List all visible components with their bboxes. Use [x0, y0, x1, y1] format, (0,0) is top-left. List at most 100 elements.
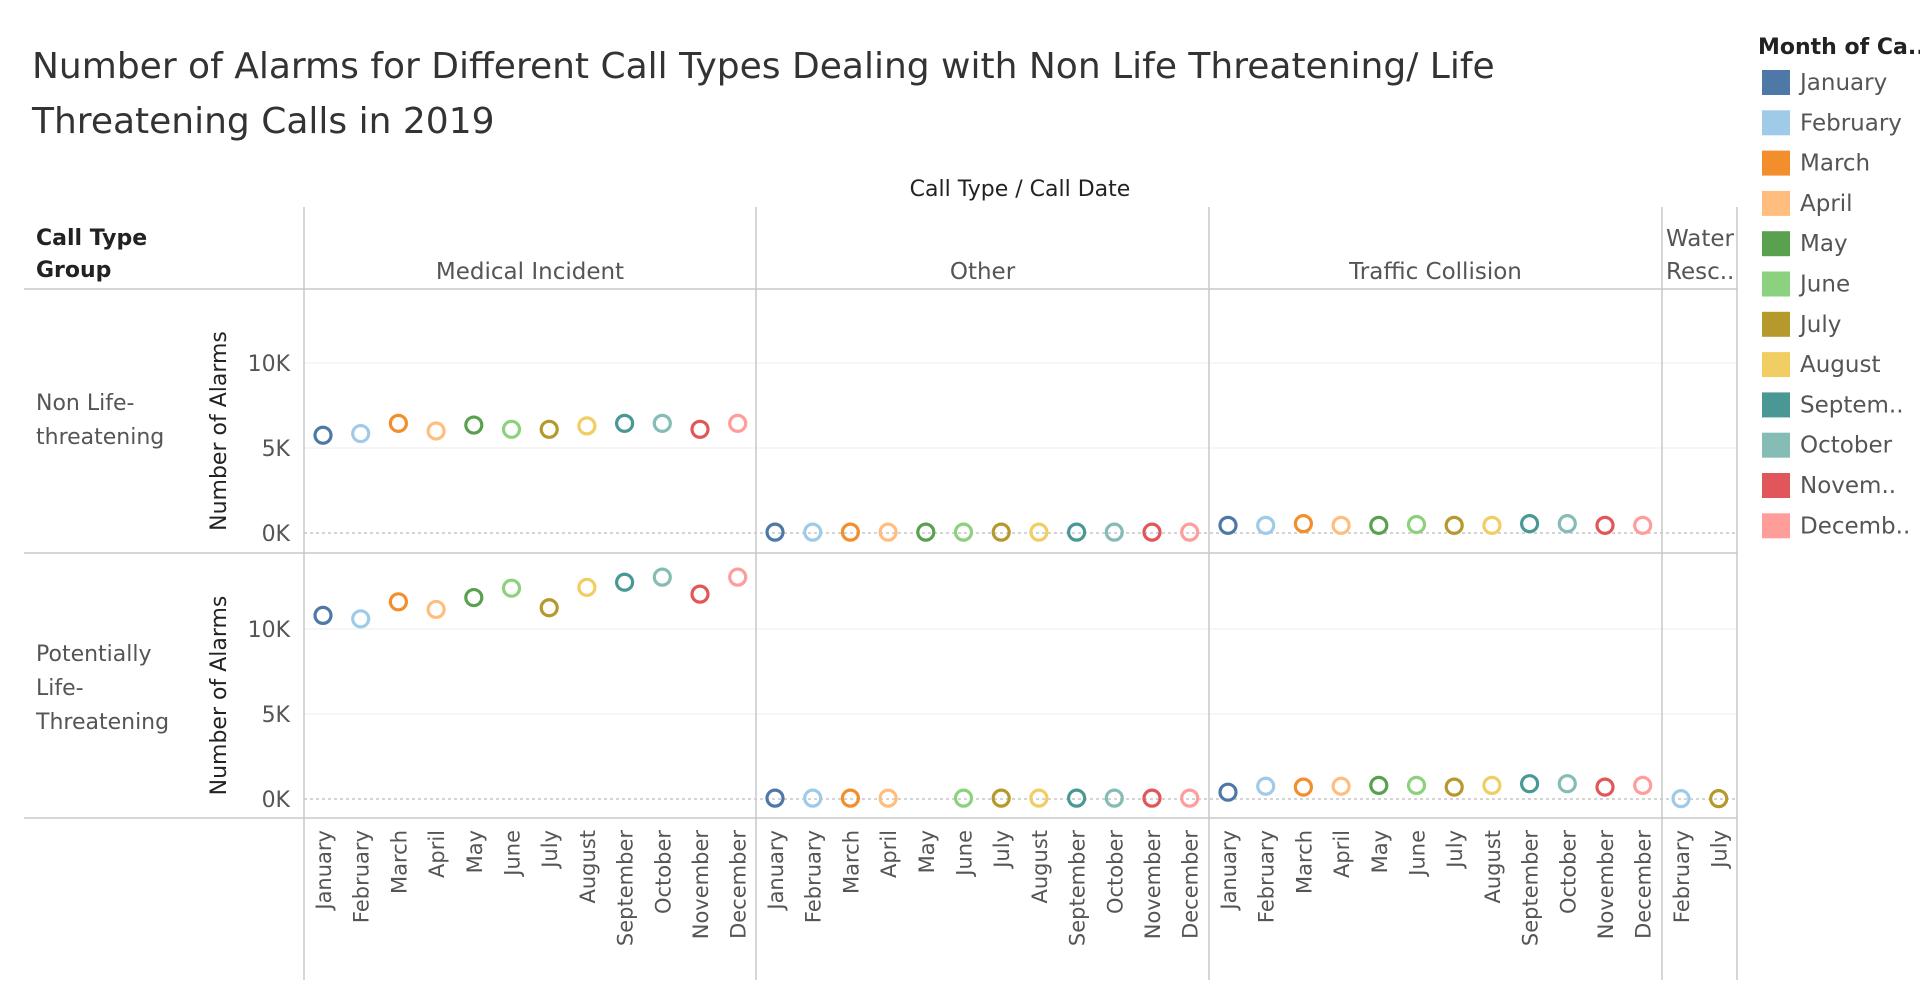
x-tick-label: August: [576, 830, 600, 904]
data-point: [840, 522, 861, 542]
data-point: [351, 423, 371, 444]
row-label: Life-: [36, 676, 84, 701]
data-point: [878, 788, 898, 808]
legend-label: Decemb..: [1800, 513, 1910, 539]
data-point: [1180, 788, 1200, 808]
y-tick-label: 5K: [262, 703, 291, 728]
legend-swatch: [1762, 392, 1790, 418]
legend-label: June: [1798, 272, 1850, 298]
x-tick-label: June: [501, 830, 525, 878]
data-point: [1029, 522, 1049, 542]
data-point: [577, 416, 597, 436]
x-tick-label: November: [1141, 830, 1165, 940]
data-point: [1444, 515, 1464, 535]
data-point: [1444, 777, 1464, 797]
data-point: [1331, 776, 1351, 796]
column-label: Resc..: [1666, 259, 1734, 285]
data-point: [1180, 522, 1200, 542]
x-tick-label: May: [915, 830, 939, 873]
chart-title-line: Number of Alarms for Different Call Type…: [32, 46, 1495, 87]
data-point: [464, 587, 484, 608]
row-group-header: Group: [36, 258, 111, 283]
x-tick-label: February: [350, 830, 374, 923]
data-point: [1142, 522, 1162, 542]
legend-label: Novem..: [1800, 473, 1896, 499]
x-tick-label: February: [1670, 830, 1694, 923]
y-tick-label: 0K: [262, 522, 291, 547]
data-point: [803, 522, 823, 542]
data-point: [1293, 514, 1314, 534]
legend-label: February: [1800, 110, 1902, 136]
data-point: [1519, 514, 1540, 534]
data-point: [1482, 515, 1502, 535]
x-tick-label: April: [1330, 830, 1354, 878]
data-point: [577, 577, 597, 597]
legend-label: May: [1800, 231, 1848, 257]
y-tick-label: 10K: [248, 352, 291, 377]
data-point: [1331, 515, 1351, 535]
data-point: [614, 572, 635, 592]
x-tick-label: January: [764, 830, 788, 912]
data-point: [1709, 789, 1729, 809]
data-point: [1369, 775, 1389, 796]
x-tick-label: August: [1028, 830, 1052, 904]
data-point: [1595, 777, 1615, 797]
data-point: [1557, 514, 1577, 534]
data-point: [1256, 776, 1276, 796]
x-tick-label: July: [538, 830, 562, 870]
data-point: [351, 609, 371, 629]
data-point: [1293, 777, 1314, 797]
legend-label: March: [1800, 151, 1870, 177]
data-point: [1406, 775, 1427, 796]
legend-label: August: [1800, 352, 1881, 378]
data-point: [501, 419, 522, 439]
data-point: [1633, 515, 1653, 535]
x-tick-label: July: [990, 830, 1014, 870]
x-tick-label: April: [425, 830, 449, 878]
data-point: [1066, 788, 1087, 808]
legend-title: Month of Ca..: [1758, 35, 1920, 60]
x-tick-label: September: [614, 830, 638, 946]
data-point: [1142, 788, 1162, 808]
x-tick-label: February: [1255, 830, 1279, 923]
x-tick-label: December: [727, 830, 751, 939]
data-point: [313, 425, 333, 445]
x-tick-label: June: [953, 830, 977, 878]
column-label: Other: [950, 259, 1016, 285]
x-tick-label: January: [312, 830, 336, 912]
legend-swatch: [1762, 231, 1790, 257]
data-point: [690, 584, 710, 604]
data-point: [501, 578, 522, 598]
data-point: [1029, 788, 1049, 808]
row-label: threatening: [36, 425, 164, 450]
legend-swatch: [1762, 110, 1790, 136]
legend-label: April: [1800, 191, 1853, 217]
data-point: [652, 567, 672, 587]
data-point: [1633, 775, 1653, 796]
legend-swatch: [1762, 473, 1790, 498]
x-tick-label: November: [689, 830, 713, 940]
data-point: [765, 522, 785, 542]
data-point: [1519, 774, 1540, 794]
data-point: [426, 421, 446, 441]
data-point: [1369, 515, 1389, 535]
column-label: Traffic Collision: [1348, 259, 1522, 285]
x-tick-label: January: [1217, 830, 1241, 912]
y-axis-title: Number of Alarms: [207, 596, 232, 796]
column-label: Water: [1666, 226, 1735, 252]
row-label: Non Life-: [36, 391, 134, 416]
x-tick-label: December: [1632, 830, 1656, 939]
data-point: [614, 413, 635, 433]
legend-label: October: [1800, 433, 1893, 459]
x-tick-label: May: [1368, 830, 1392, 873]
x-tick-label: August: [1481, 830, 1505, 904]
y-tick-label: 5K: [262, 437, 291, 462]
column-header: Call Type / Call Date: [910, 177, 1131, 202]
x-tick-label: November: [1594, 830, 1618, 940]
row-label: Threatening: [35, 710, 169, 735]
x-tick-label: October: [651, 830, 675, 914]
data-point: [652, 413, 672, 433]
data-point: [953, 522, 974, 542]
